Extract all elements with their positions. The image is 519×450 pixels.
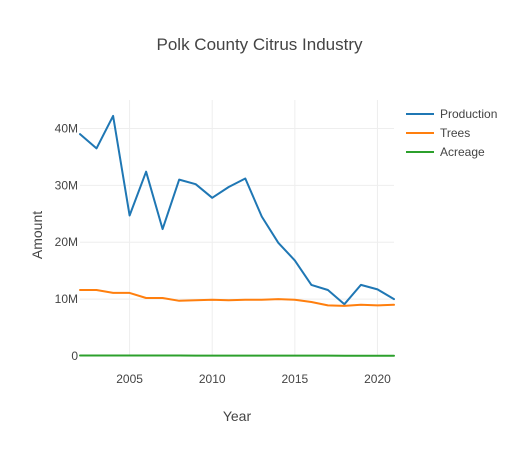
grid-lines <box>80 100 394 356</box>
x-tick-label: 2015 <box>281 372 308 386</box>
y-tick-label: 40M <box>55 121 78 135</box>
legend-label-acreage: Acreage <box>440 145 485 159</box>
x-tick-label: 2005 <box>116 372 143 386</box>
x-tick-label: 2010 <box>199 372 226 386</box>
tick-labels: 2005 2010 2015 2020 0 10M 20M 30M 40M <box>55 121 391 386</box>
y-tick-label: 10M <box>55 292 78 306</box>
y-tick-label: 0 <box>71 349 78 363</box>
legend: Production Trees Acreage <box>406 107 497 159</box>
x-axis-title: Year <box>223 408 252 424</box>
chart-title: Polk County Citrus Industry <box>157 35 363 54</box>
legend-label-production: Production <box>440 107 497 121</box>
series-lines <box>79 114 395 357</box>
x-tick-label: 2020 <box>364 372 391 386</box>
series-line-trees <box>79 289 395 307</box>
y-tick-label: 20M <box>55 235 78 249</box>
legend-label-trees: Trees <box>440 126 470 140</box>
y-axis-title: Amount <box>29 211 45 259</box>
series-line-production <box>79 114 395 306</box>
y-tick-label: 30M <box>55 178 78 192</box>
